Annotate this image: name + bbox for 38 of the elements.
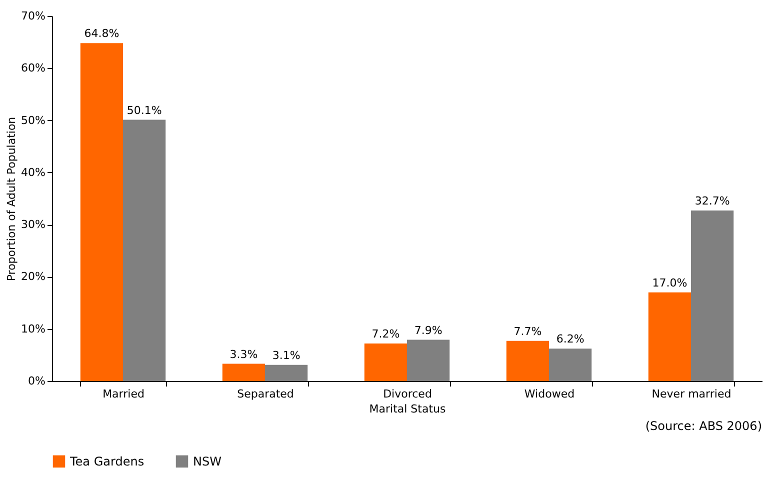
legend-label: Tea Gardens (69, 454, 144, 468)
bar (222, 364, 265, 381)
data-label: 64.8% (84, 27, 120, 40)
bar (691, 210, 734, 381)
data-label: 50.1% (126, 104, 162, 117)
x-tick-label: Separated (237, 388, 294, 400)
bar (506, 340, 549, 381)
data-label: 32.7% (694, 194, 730, 208)
data-label: 7.2% (372, 327, 400, 340)
data-label: 7.7% (514, 324, 542, 338)
legend-label: NSW (193, 454, 222, 468)
data-label: 3.3% (230, 348, 258, 361)
bar (80, 43, 123, 381)
bar (407, 340, 450, 381)
y-tick-label: 30% (21, 218, 46, 232)
data-label: 17.0% (652, 276, 688, 290)
x-tick-label: Married (102, 388, 144, 400)
x-tick-label: Divorced (383, 388, 432, 400)
data-label: 6.2% (556, 332, 584, 346)
x-tick-label: Widowed (524, 388, 575, 400)
y-tick-label: 70% (21, 10, 46, 22)
y-tick-label: 10% (21, 322, 46, 336)
x-tick-label: Never married (652, 388, 732, 400)
y-tick-label: 20% (21, 270, 46, 284)
y-tick-label: 60% (21, 62, 46, 75)
x-axis-title: Marital Status (369, 402, 446, 416)
bar (265, 364, 308, 381)
data-label: 3.1% (272, 348, 300, 362)
y-axis-title: Proportion of Adult Population (5, 116, 18, 282)
y-tick-label: 40% (21, 166, 46, 179)
data-label: 7.9% (414, 324, 442, 337)
bar (123, 120, 166, 381)
y-tick-label: 50% (21, 114, 46, 127)
bar (549, 348, 592, 381)
text: (Source: ABS 2006) (645, 419, 762, 433)
y-tick-label: 0% (28, 374, 46, 388)
bar (648, 292, 691, 381)
bar (364, 343, 407, 381)
